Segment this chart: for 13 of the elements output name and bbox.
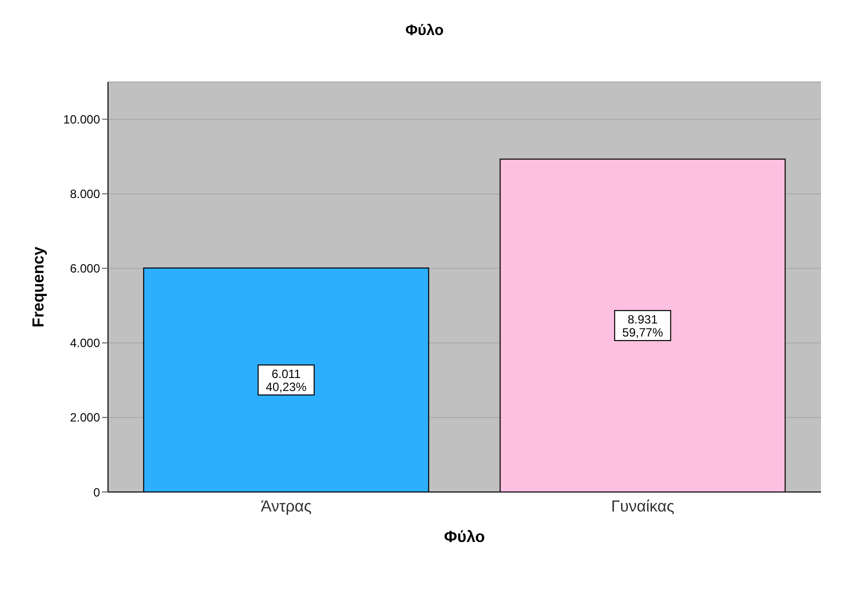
chart-title: Φύλο — [404, 21, 445, 41]
data-label: 6.011 40,23% — [266, 366, 307, 394]
y-tick-label: 6.000 — [70, 262, 100, 276]
y-tick-label: 0 — [93, 485, 100, 500]
y-axis-title: Frequency — [30, 246, 48, 328]
y-tick-label: 10.000 — [63, 112, 100, 127]
x-tick-label: Γυναίκας — [611, 498, 675, 516]
x-axis-title: Φύλο — [444, 529, 486, 546]
y-tick-label: 8.000 — [70, 187, 100, 202]
x-tick-label: Άντρας — [260, 498, 312, 516]
data-label: 8.931 59,77% — [622, 312, 664, 340]
y-tick-label: 4.000 — [70, 336, 100, 350]
y-tick-label: 2.000 — [70, 410, 100, 425]
